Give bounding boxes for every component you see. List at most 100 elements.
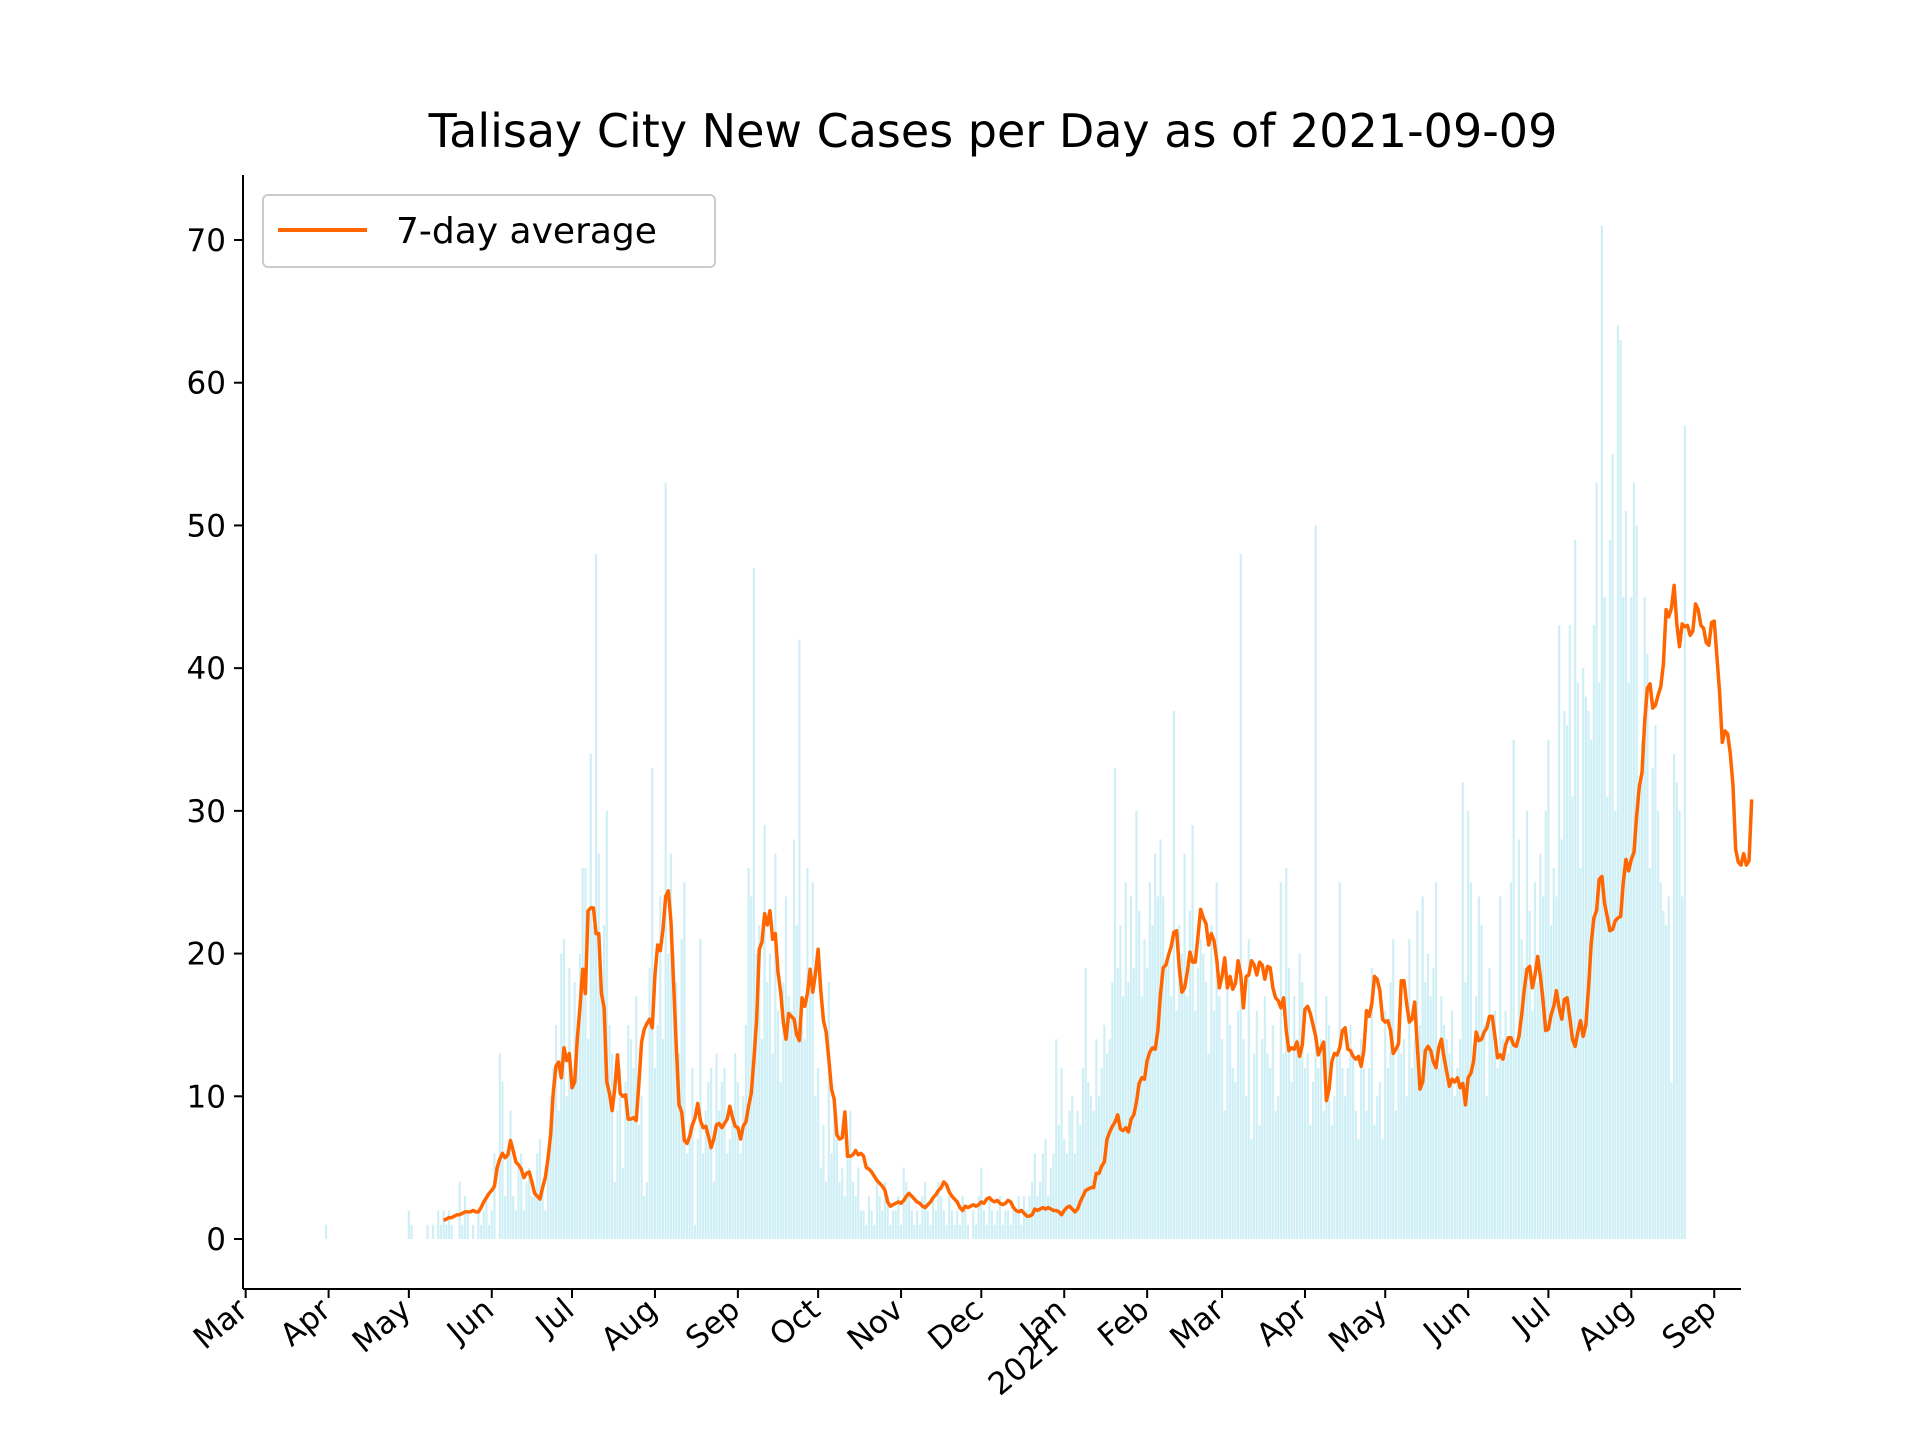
daily-cases-bar xyxy=(945,1224,948,1239)
daily-cases-bar xyxy=(1582,668,1585,1239)
daily-cases-bar xyxy=(696,1139,699,1239)
daily-cases-bar xyxy=(450,1224,453,1239)
daily-cases-bar xyxy=(809,982,812,1239)
daily-cases-bar xyxy=(1619,339,1622,1239)
y-tick-label: 30 xyxy=(187,794,226,830)
daily-cases-bar xyxy=(493,1153,496,1239)
daily-cases-bar xyxy=(1683,425,1686,1239)
daily-cases-bar xyxy=(974,1224,978,1239)
daily-cases-bar xyxy=(1084,967,1087,1239)
daily-cases-bar xyxy=(782,982,785,1239)
daily-cases-bar xyxy=(648,967,651,1239)
daily-cases-bar xyxy=(1012,1210,1015,1239)
daily-cases-bar xyxy=(1151,925,1154,1239)
daily-cases-bar xyxy=(857,1167,860,1239)
daily-cases-bar xyxy=(437,1210,440,1239)
daily-cases-bar xyxy=(1512,739,1515,1239)
daily-cases-bar xyxy=(972,1210,975,1239)
daily-cases-bar xyxy=(1357,1139,1360,1239)
daily-cases-bar xyxy=(897,1196,900,1239)
daily-cases-bar xyxy=(616,1110,619,1239)
x-tick-label: Sep xyxy=(1655,1292,1723,1357)
daily-cases-bar xyxy=(1651,768,1654,1239)
daily-cases-bar xyxy=(685,1153,689,1239)
daily-cases-bar xyxy=(814,1096,817,1239)
daily-cases-bar xyxy=(669,853,673,1239)
daily-cases-bar xyxy=(1654,725,1657,1239)
daily-cases-bar xyxy=(1614,810,1617,1239)
daily-cases-bar xyxy=(557,1110,560,1239)
daily-cases-bar xyxy=(1325,996,1328,1239)
daily-cases-bar xyxy=(883,1181,887,1239)
daily-cases-bar xyxy=(1044,1139,1047,1239)
daily-cases-bar xyxy=(1196,967,1200,1239)
daily-cases-bar xyxy=(827,982,830,1239)
daily-cases-bar xyxy=(1033,1153,1036,1239)
daily-cases-bar xyxy=(1576,682,1579,1239)
daily-cases-bar xyxy=(1306,1053,1309,1239)
daily-cases-bar xyxy=(1041,1153,1044,1239)
daily-cases-bar xyxy=(688,1124,691,1239)
daily-cases-bar xyxy=(624,1082,627,1239)
x-tick-label: Jul xyxy=(528,1292,581,1345)
daily-cases-bar xyxy=(1638,796,1641,1239)
x-tick-label: Aug xyxy=(595,1292,665,1358)
daily-cases-bar xyxy=(1467,810,1470,1239)
seven-day-average-series xyxy=(442,583,1754,1222)
daily-cases-bar xyxy=(1480,925,1483,1239)
daily-cases-bar xyxy=(605,810,608,1239)
daily-cases-bar xyxy=(581,867,584,1239)
daily-cases-bar xyxy=(1309,1124,1312,1239)
daily-cases-bar xyxy=(1453,1096,1456,1239)
daily-cases-bar xyxy=(1156,896,1159,1239)
daily-cases-bar xyxy=(924,1181,927,1239)
daily-cases-bar xyxy=(795,925,798,1239)
daily-cases-bar xyxy=(1646,653,1649,1239)
daily-cases-bar xyxy=(1269,1067,1272,1239)
x-tick-label: Apr xyxy=(1250,1291,1314,1353)
legend-box xyxy=(262,194,716,268)
daily-cases-bar xyxy=(982,1210,986,1239)
daily-cases-bar xyxy=(1293,996,1296,1239)
daily-cases-bar xyxy=(760,1039,764,1239)
daily-cases-bar xyxy=(1199,939,1202,1239)
daily-cases-bar xyxy=(1220,1039,1224,1239)
daily-cases-bar xyxy=(1207,1053,1210,1239)
daily-cases-bar xyxy=(1162,896,1165,1239)
daily-cases-bar xyxy=(908,1196,911,1239)
daily-cases-bar xyxy=(1670,1082,1673,1239)
daily-cases-bar xyxy=(1317,1067,1320,1239)
daily-cases-bar xyxy=(1352,1053,1355,1239)
daily-cases-bar xyxy=(1632,482,1636,1239)
daily-cases-bar xyxy=(1239,553,1242,1239)
daily-cases-bar xyxy=(504,1196,507,1239)
daily-cases-bar xyxy=(878,1196,881,1239)
daily-cases-bar xyxy=(1389,982,1392,1239)
daily-cases-bar xyxy=(958,1224,961,1239)
x-tick-label: Jun xyxy=(1416,1292,1478,1352)
daily-cases-bar xyxy=(691,1067,694,1239)
daily-cases-bar xyxy=(1501,1039,1504,1239)
daily-cases-bar xyxy=(1657,810,1660,1239)
daily-cases-bar xyxy=(1606,796,1609,1239)
daily-cases-bar xyxy=(1255,1010,1258,1239)
daily-cases-bar xyxy=(1558,625,1561,1239)
daily-cases-bar xyxy=(1212,1010,1216,1239)
daily-cases-bar xyxy=(1568,625,1571,1239)
y-tick-label: 60 xyxy=(187,366,226,402)
daily-cases-bar xyxy=(1081,1067,1085,1239)
daily-cases-bar xyxy=(608,1024,611,1239)
daily-cases-bar xyxy=(1630,596,1633,1239)
daily-cases-bar xyxy=(1218,996,1221,1239)
daily-cases-bar xyxy=(1397,1010,1400,1239)
daily-cases-bar xyxy=(1603,596,1606,1239)
daily-cases-bar xyxy=(1678,810,1681,1239)
y-tick-label: 70 xyxy=(187,223,226,259)
daily-cases-bar xyxy=(546,1153,550,1239)
daily-cases-bar xyxy=(565,1096,568,1239)
daily-cases-bar xyxy=(758,925,761,1239)
daily-cases-bar xyxy=(1459,1039,1462,1239)
daily-cases-bar xyxy=(656,1024,659,1239)
daily-cases-bar xyxy=(964,1210,967,1239)
x-tick-label: Mar xyxy=(1163,1291,1231,1356)
